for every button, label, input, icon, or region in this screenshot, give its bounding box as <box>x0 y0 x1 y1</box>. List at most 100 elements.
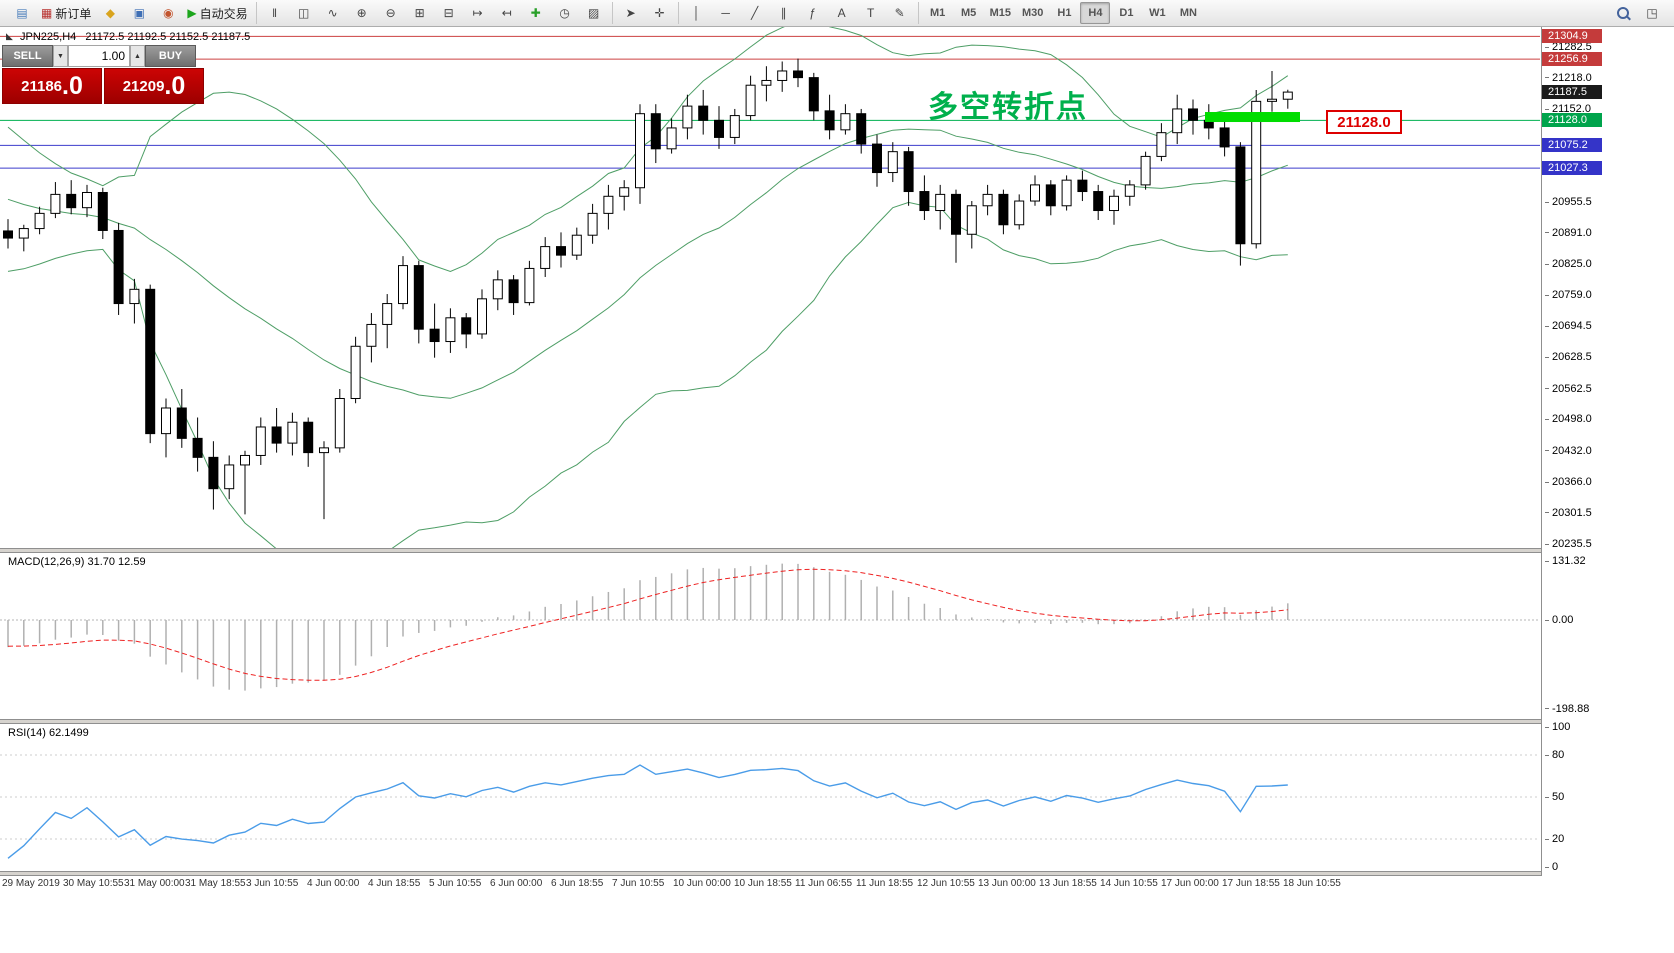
buy-price-pips: .0 <box>164 71 186 100</box>
price-axis-tick: 21282.5 <box>1545 41 1592 53</box>
price-axis-tick: 20235.5 <box>1545 538 1592 550</box>
vertical-line-icon: │ <box>692 6 701 20</box>
tile-windows-button[interactable]: ⊟ <box>435 2 463 24</box>
horizontal-line-icon: ─ <box>721 6 730 20</box>
time-label: 7 Jun 10:55 <box>612 878 665 889</box>
rsi-axis-tick: 20 <box>1545 833 1564 845</box>
text-button[interactable]: A <box>828 2 856 24</box>
panel-divider[interactable] <box>0 871 1674 876</box>
time-label: 13 Jun 00:00 <box>978 878 1036 889</box>
volume-input[interactable] <box>68 45 130 67</box>
market-watch-button[interactable]: ▣ <box>125 2 153 24</box>
macd-axis-tick: 131.32 <box>1545 555 1586 567</box>
price-axis-tick: 20301.5 <box>1545 507 1592 519</box>
timeframe-w1-button[interactable]: W1 <box>1149 7 1166 19</box>
autotrading-button[interactable]: ▶ 自动交易 <box>183 2 251 24</box>
chart-annotation-text[interactable]: 多空转折点 <box>928 91 1088 124</box>
timeframe-d1-button[interactable]: D1 <box>1119 7 1134 19</box>
time-label: 13 Jun 18:55 <box>1039 878 1097 889</box>
price-callout-label[interactable]: 21128.0 <box>1326 110 1402 134</box>
price-axis-tick: 20432.0 <box>1545 445 1592 457</box>
data-window-button[interactable]: ◳ <box>1638 2 1666 24</box>
search-icon <box>1617 7 1629 19</box>
timeframe-m5-button[interactable]: M5 <box>960 7 977 19</box>
crosshair-icon: ✛ <box>654 6 665 20</box>
sell-button[interactable]: SELL <box>2 45 53 67</box>
price-axis-badge: 21027.3 <box>1542 161 1602 176</box>
time-label: 30 May 10:55 <box>63 878 124 889</box>
timeframe-mn-button[interactable]: MN <box>1179 7 1197 19</box>
vertical-line-button[interactable]: │ <box>683 2 711 24</box>
cursor-icon: ➤ <box>625 6 636 20</box>
zoom-in-button[interactable]: ⊕ <box>348 2 376 24</box>
fibonacci-button[interactable]: ƒ <box>799 2 827 24</box>
buy-price-button[interactable]: 21209.0 <box>104 68 204 104</box>
timeframe-m1-button[interactable]: M1 <box>929 7 946 19</box>
price-axis-badge: 21256.9 <box>1542 52 1602 67</box>
text-label-button[interactable]: T <box>857 2 885 24</box>
price-axis-badge: 21187.5 <box>1542 85 1602 100</box>
horizontal-line-button[interactable]: ─ <box>712 2 740 24</box>
panel-divider[interactable] <box>0 719 1674 724</box>
line-chart-icon: ∿ <box>327 6 338 20</box>
grid-button[interactable]: ⊞ <box>406 2 434 24</box>
chart-icon: ◣ <box>6 31 13 41</box>
new-chart-button[interactable]: ▤ <box>8 2 36 24</box>
main-chart-canvas[interactable] <box>0 27 1540 548</box>
text-icon: A <box>837 6 846 20</box>
time-label: 5 Jun 10:55 <box>429 878 482 889</box>
bar-chart-button[interactable]: ‖ <box>261 2 289 24</box>
time-label: 17 Jun 00:00 <box>1161 878 1219 889</box>
toolbar-group-objects: │ ─ ╱ ∥ ƒ A T ✎ <box>677 2 918 24</box>
periods-icon: ◷ <box>559 6 570 20</box>
sell-price-button[interactable]: 21186.0 <box>2 68 102 104</box>
toolbar-group-chart: ‖ ◫ ∿ ⊕ ⊖ ⊞ ⊟ ↦ ↤ ✚ ◷ ▨ <box>255 2 612 24</box>
price-axis-tick: 20628.5 <box>1545 351 1592 363</box>
periods-button[interactable]: ◷ <box>551 2 579 24</box>
timeframe-m30-button[interactable]: M30 <box>1022 7 1044 19</box>
buy-button[interactable]: BUY <box>145 45 196 67</box>
timeframe-h4-button[interactable]: H4 <box>1080 2 1111 24</box>
timeframe-h1-button[interactable]: H1 <box>1057 7 1072 19</box>
trendline-button[interactable]: ╱ <box>741 2 769 24</box>
volume-increase-button[interactable]: ▲ <box>130 45 145 67</box>
time-label: 12 Jun 10:55 <box>917 878 975 889</box>
news-button[interactable]: ◉ <box>154 2 182 24</box>
line-chart-button[interactable]: ∿ <box>319 2 347 24</box>
price-axis[interactable]: 21282.5 21218.0 21152.0 20955.5 20891.0 20825… <box>1541 27 1674 876</box>
zoom-in-icon: ⊕ <box>356 6 367 20</box>
time-label: 4 Jun 00:00 <box>307 878 360 889</box>
shapes-button[interactable]: ✎ <box>886 2 914 24</box>
time-axis[interactable]: 29 May 2019 30 May 10:55 31 May 00:00 31 Ma… <box>0 876 1674 894</box>
candlestick-chart-button[interactable]: ◫ <box>290 2 318 24</box>
price-axis-tick: 20366.0 <box>1545 476 1592 488</box>
channel-icon: ∥ <box>780 6 787 20</box>
new-order-button[interactable]: ▦ 新订单 <box>37 2 95 24</box>
bar-chart-icon: ‖ <box>272 6 278 20</box>
fibonacci-icon: ƒ <box>809 6 816 20</box>
crosshair-button[interactable]: ✛ <box>646 2 674 24</box>
profiles-button[interactable]: ◆ <box>96 2 124 24</box>
new-order-icon: ▦ <box>41 6 53 20</box>
macd-panel-canvas[interactable] <box>0 553 1540 719</box>
chart-symbol-period: JPN225,H4 <box>20 31 77 43</box>
indicators-button[interactable]: ✚ <box>522 2 550 24</box>
panel-divider[interactable] <box>0 548 1674 553</box>
templates-button[interactable]: ▨ <box>580 2 608 24</box>
search-button[interactable] <box>1609 2 1637 24</box>
rsi-panel-canvas[interactable] <box>0 724 1540 871</box>
one-click-trading-panel: SELL ▼ ▲ BUY 21186.0 21209.0 <box>2 45 204 104</box>
time-label: 10 Jun 00:00 <box>673 878 731 889</box>
timeframe-m15-button[interactable]: M15 <box>989 7 1012 19</box>
time-label: 3 Jun 10:55 <box>246 878 299 889</box>
auto-scroll-button[interactable]: ↦ <box>464 2 492 24</box>
channel-button[interactable]: ∥ <box>770 2 798 24</box>
zoom-out-icon: ⊖ <box>385 6 396 20</box>
price-axis-badge: 21128.0 <box>1542 113 1602 128</box>
zoom-out-button[interactable]: ⊖ <box>377 2 405 24</box>
volume-decrease-button[interactable]: ▼ <box>53 45 68 67</box>
chart-ohlc-values: 21172.5 21192.5 21152.5 21187.5 <box>85 31 251 43</box>
cursor-button[interactable]: ➤ <box>617 2 645 24</box>
chart-shift-button[interactable]: ↤ <box>493 2 521 24</box>
time-label: 10 Jun 18:55 <box>734 878 792 889</box>
